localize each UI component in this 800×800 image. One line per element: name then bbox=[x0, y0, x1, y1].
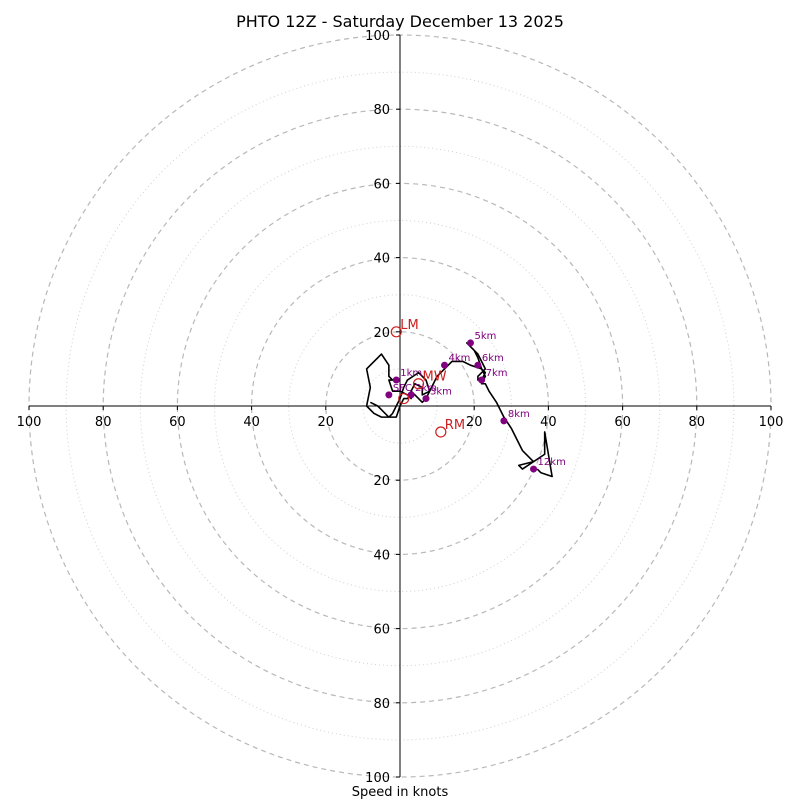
x-tick-label-left: 100 bbox=[17, 415, 42, 430]
y-tick-label-bottom: 40 bbox=[373, 548, 390, 563]
chart-title: PHTO 12Z - Saturday December 13 2025 bbox=[236, 12, 564, 31]
x-tick-label-right: 20 bbox=[466, 415, 483, 430]
height-point-3km bbox=[422, 395, 430, 403]
motion-label-MW: MW bbox=[423, 370, 447, 385]
y-tick-label-bottom: 60 bbox=[373, 623, 390, 638]
motion-marker-MW bbox=[412, 378, 425, 390]
x-tick-label-right: 100 bbox=[759, 415, 784, 430]
storm-motion-markers: LM RM MW bbox=[390, 318, 465, 438]
motion-label-LM: LM bbox=[400, 318, 418, 333]
y-tick-label-bottom: 80 bbox=[373, 697, 390, 712]
height-label-6km: 6km bbox=[482, 353, 504, 364]
tick-labels: 100 80 60 40 20 20 40 60 80 100 100 80 60 40 20 20 40 60 8… bbox=[17, 29, 784, 786]
height-point-2km bbox=[407, 391, 415, 399]
x-tick-label-left: 40 bbox=[243, 415, 260, 430]
height-point-4km bbox=[441, 361, 449, 369]
motion-marker-bunkers-3 bbox=[398, 392, 410, 405]
y-tick-label-top: 20 bbox=[373, 326, 390, 341]
height-label-5km: 5km bbox=[474, 331, 496, 342]
motion-marker-RM bbox=[435, 426, 447, 438]
x-tick-label-right: 60 bbox=[614, 415, 631, 430]
height-point-SFC bbox=[385, 391, 393, 399]
x-tick-label-left: 80 bbox=[95, 415, 112, 430]
height-point-12km bbox=[530, 465, 538, 473]
wind-trace bbox=[365, 342, 553, 478]
x-tick-label-left: 60 bbox=[169, 415, 186, 430]
height-label-4km: 4km bbox=[449, 353, 471, 364]
height-label-1km: 1km bbox=[400, 368, 422, 379]
height-point-7km bbox=[478, 376, 486, 384]
height-label-2km: 2km bbox=[415, 383, 437, 394]
height-label-SFC: SFC bbox=[393, 383, 412, 394]
height-point-1km bbox=[392, 376, 400, 384]
y-tick-label-top: 100 bbox=[365, 29, 390, 44]
y-tick-label-top: 60 bbox=[373, 177, 390, 192]
y-tick-label-top: 40 bbox=[373, 252, 390, 267]
wind-trace-line bbox=[365, 342, 553, 478]
motion-marker-LM bbox=[390, 326, 402, 338]
height-label-12km: 12km bbox=[538, 457, 566, 468]
y-tick-label-bottom: 100 bbox=[365, 771, 390, 786]
x-tick-label-right: 40 bbox=[540, 415, 557, 430]
motion-label-RM: RM bbox=[445, 418, 465, 433]
x-tick-label-right: 80 bbox=[689, 415, 706, 430]
height-point-5km bbox=[466, 339, 474, 347]
height-point-8km bbox=[500, 417, 508, 425]
height-label-3km: 3km bbox=[430, 387, 452, 398]
height-label-8km: 8km bbox=[508, 409, 530, 420]
y-tick-label-bottom: 20 bbox=[373, 474, 390, 489]
x-tick-label-left: 20 bbox=[318, 415, 335, 430]
x-axis-label: Speed in knots bbox=[352, 785, 449, 800]
height-label-7km: 7km bbox=[486, 368, 508, 379]
height-point-6km bbox=[474, 361, 482, 369]
y-tick-label-top: 80 bbox=[373, 103, 390, 118]
